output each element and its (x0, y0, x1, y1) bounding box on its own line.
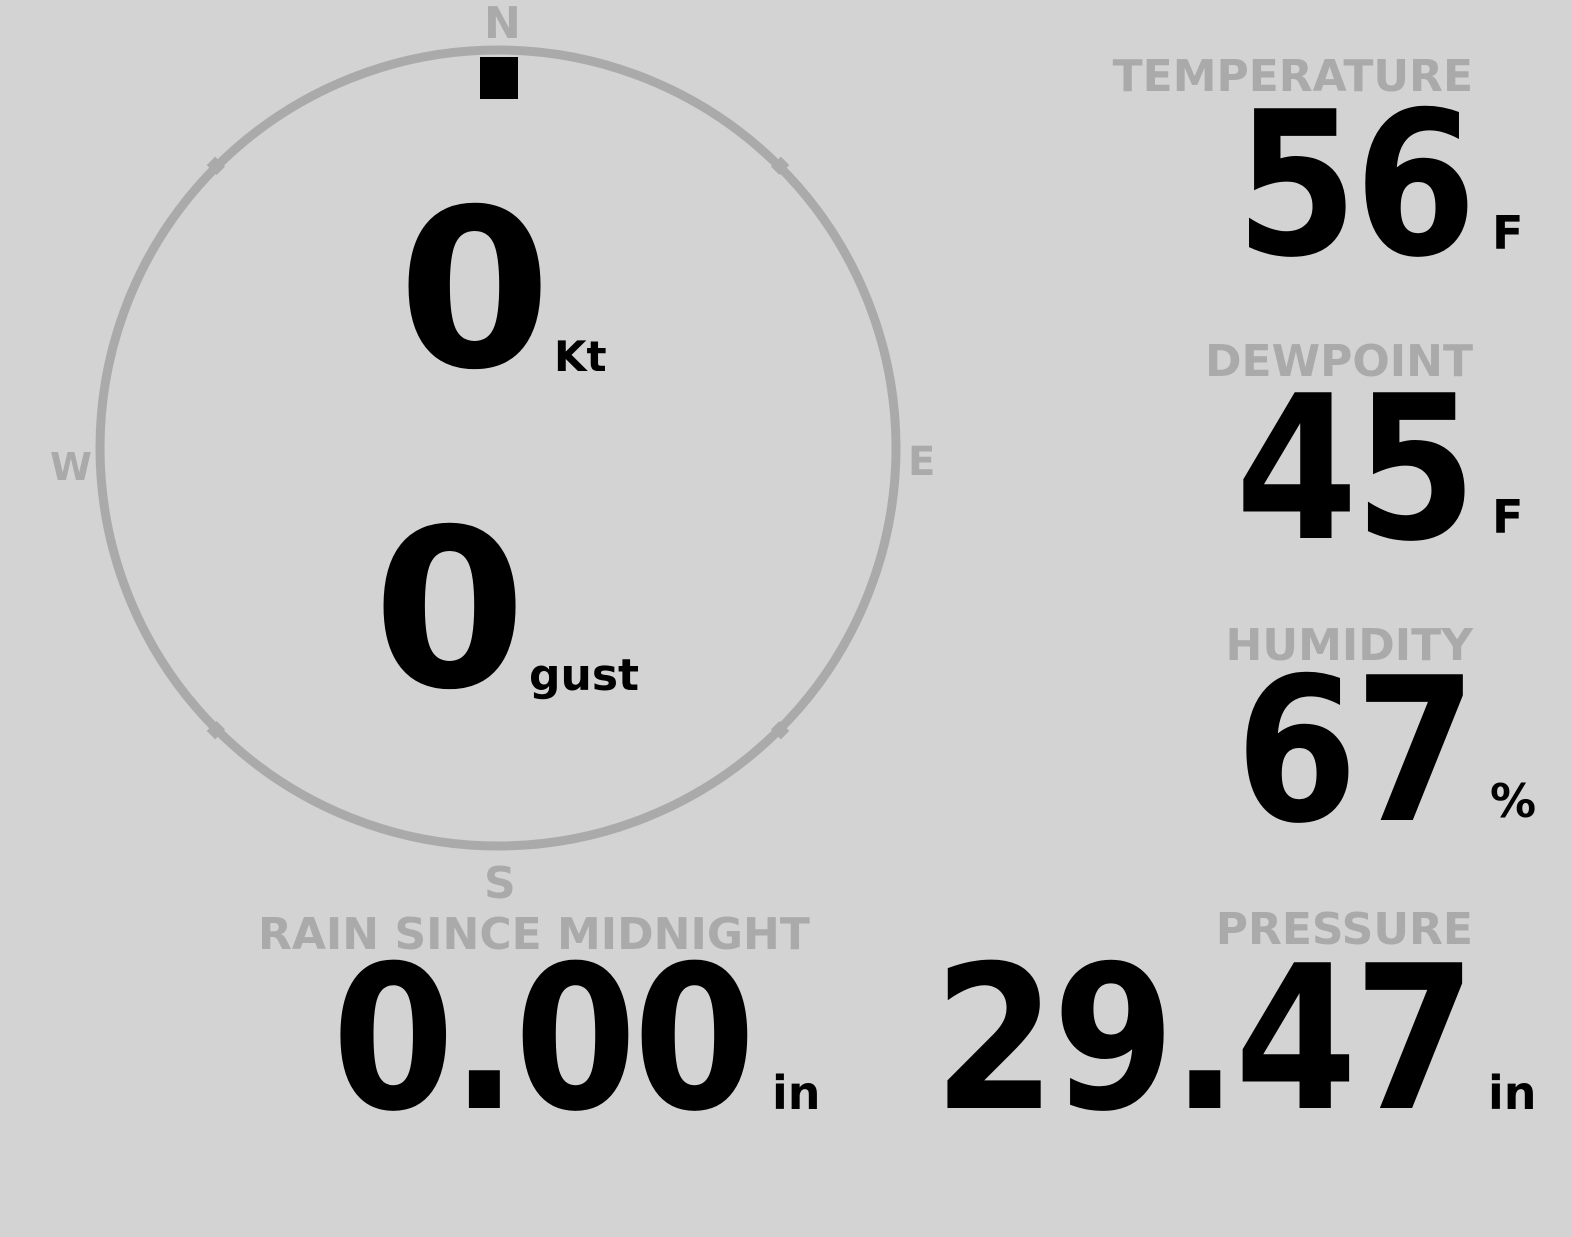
pressure-value: 29.47 (933, 923, 1477, 1156)
temperature-label: TEMPERATURE (1112, 51, 1473, 102)
humidity-value: 67 (1235, 635, 1476, 868)
dewpoint-value: 45 (1235, 353, 1476, 586)
compass-e-label: E (908, 439, 936, 485)
wind-gust-unit: gust (529, 650, 640, 701)
compass-ring (95, 45, 901, 851)
temperature-value: 56 (1235, 69, 1476, 302)
pressure-label: PRESSURE (1215, 904, 1473, 955)
rain-value: 0.00 (332, 923, 756, 1156)
wind-speed-value: 0 (398, 162, 551, 418)
humidity-label: HUMIDITY (1225, 620, 1473, 671)
wind-direction-indicator (480, 57, 518, 99)
compass-tick (206, 720, 226, 740)
compass-ticks (206, 156, 790, 740)
rain-label: RAIN SINCE MIDNIGHT (258, 909, 810, 960)
wind-speed-unit: Kt (554, 332, 607, 381)
wind-gust-value: 0 (373, 482, 526, 738)
dewpoint-label: DEWPOINT (1205, 336, 1473, 387)
humidity-unit: % (1490, 774, 1537, 828)
dewpoint-unit: F (1492, 490, 1524, 544)
compass-tick (770, 156, 790, 176)
compass-w-label: W (50, 445, 92, 489)
compass-n-label: N (484, 0, 521, 49)
compass-tick (206, 156, 226, 176)
compass-s-label: S (484, 858, 516, 909)
wind-compass (95, 45, 901, 851)
wind-direction-marker (480, 57, 518, 99)
rain-unit: in (772, 1066, 821, 1120)
compass-tick (770, 720, 790, 740)
temperature-unit: F (1492, 206, 1524, 260)
pressure-unit: in (1488, 1066, 1537, 1120)
